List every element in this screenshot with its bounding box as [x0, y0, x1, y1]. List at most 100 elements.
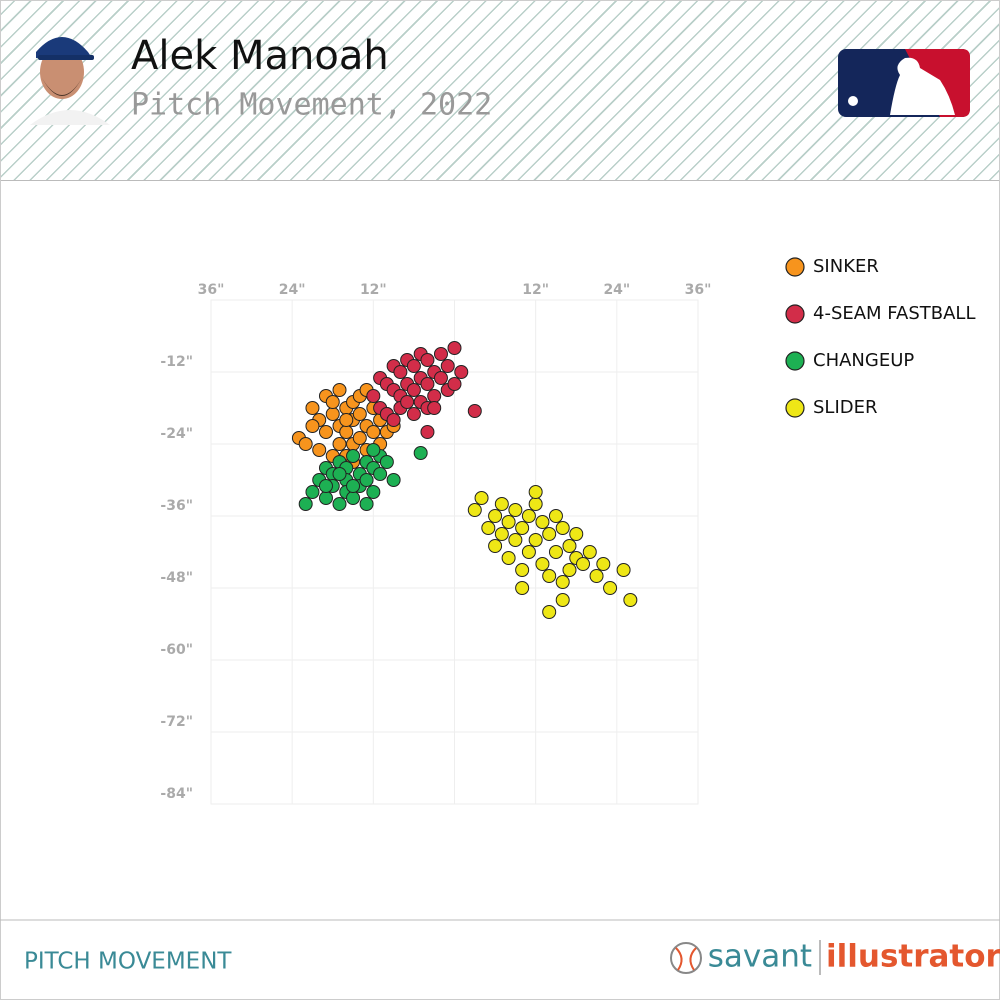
- pitch-point: [433, 371, 448, 385]
- pitch-point: [515, 581, 530, 595]
- pitch-point: [555, 521, 570, 535]
- pitch-point: [366, 485, 381, 499]
- pitch-point: [454, 365, 469, 379]
- pitch-point: [298, 497, 313, 511]
- pitch-point: [332, 467, 347, 481]
- pitch-point: [508, 533, 523, 547]
- brand-savant: savant: [708, 939, 812, 975]
- pitch-point: [359, 473, 374, 487]
- pitch-point: [555, 575, 570, 589]
- y-tick-label: -48": [160, 570, 193, 586]
- pitch-point: [535, 557, 550, 571]
- pitch-point: [379, 455, 394, 469]
- pitch-point: [420, 425, 435, 439]
- x-tick-label: 36": [198, 282, 225, 298]
- pitch-point: [433, 347, 448, 361]
- header-band: [0, 0, 1000, 181]
- brand-illustrator: illustrator: [826, 939, 1000, 975]
- pitch-point: [589, 569, 604, 583]
- legend-marker: [785, 257, 805, 277]
- pitch-point: [339, 413, 354, 427]
- pitch-point: [528, 497, 543, 511]
- pitch-point: [305, 485, 320, 499]
- pitch-point: [501, 551, 516, 565]
- legend-marker: [785, 398, 805, 418]
- pitch-point: [420, 377, 435, 391]
- pitch-point: [318, 425, 333, 439]
- pitch-point: [406, 383, 421, 397]
- pitch-point: [528, 533, 543, 547]
- pitch-point: [447, 341, 462, 355]
- y-tick-label: -36": [160, 498, 193, 514]
- pitch-point: [562, 563, 577, 577]
- subtitle: Pitch Movement, 2022: [131, 88, 492, 123]
- pitch-point: [427, 401, 442, 415]
- pitch-point: [346, 491, 361, 505]
- headshot: [30, 37, 110, 125]
- pitch-point: [515, 563, 530, 577]
- pitch-point: [318, 479, 333, 493]
- pitch-point: [325, 407, 340, 421]
- y-tick-label: -84": [160, 786, 193, 802]
- pitch-point: [346, 449, 361, 463]
- pitch-point: [596, 557, 611, 571]
- pitch-point: [406, 407, 421, 421]
- pitch-point: [494, 497, 509, 511]
- pitch-point: [488, 509, 503, 523]
- pitch-point: [400, 395, 415, 409]
- pitch-point: [305, 419, 320, 433]
- pitch-point: [467, 404, 482, 418]
- pitch-point: [366, 425, 381, 439]
- savant-logo: [670, 942, 702, 974]
- pitch-point: [386, 413, 401, 427]
- pitch-point: [339, 425, 354, 439]
- pitch-point: [562, 539, 577, 553]
- x-tick-label: 12": [522, 282, 549, 298]
- pitch-point: [298, 437, 313, 451]
- pitch-point: [542, 605, 557, 619]
- pitch-point: [420, 353, 435, 367]
- pitch-point: [312, 443, 327, 457]
- pitch-point: [467, 503, 482, 517]
- pitch-point: [447, 377, 462, 391]
- y-tick-label: -24": [160, 426, 193, 442]
- pitch-point: [474, 491, 489, 505]
- pitch-point: [332, 437, 347, 451]
- footer-label: PITCH MOVEMENT: [24, 949, 232, 975]
- pitch-point: [332, 497, 347, 511]
- pitch-point: [346, 479, 361, 493]
- legend-marker: [785, 304, 805, 324]
- pitch-point: [481, 521, 496, 535]
- pitch-point: [427, 389, 442, 403]
- x-tick-label: 36": [685, 282, 712, 298]
- pitch-point: [555, 593, 570, 607]
- pitch-point: [528, 485, 543, 499]
- pitch-point: [515, 521, 530, 535]
- pitch-point: [582, 545, 597, 559]
- pitch-point: [569, 527, 584, 541]
- pitch-point: [623, 593, 638, 607]
- pitch-point: [352, 431, 367, 445]
- pitch-point: [521, 545, 536, 559]
- pitch-point: [373, 467, 388, 481]
- pitch-point: [325, 395, 340, 409]
- legend-marker: [785, 351, 805, 371]
- pitch-point: [440, 359, 455, 373]
- title: Alek Manoah: [131, 33, 389, 79]
- pitch-point: [616, 563, 631, 577]
- pitch-point: [603, 581, 618, 595]
- mlb-logo: [838, 49, 970, 117]
- pitch-point: [488, 539, 503, 553]
- pitch-point: [548, 545, 563, 559]
- pitch-point: [386, 473, 401, 487]
- pitch-point: [413, 446, 428, 460]
- y-tick-label: -72": [160, 714, 193, 730]
- pitch-point: [366, 389, 381, 403]
- pitch-point: [542, 527, 557, 541]
- pitch-point: [406, 359, 421, 373]
- pitch-point: [542, 569, 557, 583]
- pitch-point: [393, 365, 408, 379]
- legend-label: 4-SEAM FASTBALL: [813, 303, 975, 324]
